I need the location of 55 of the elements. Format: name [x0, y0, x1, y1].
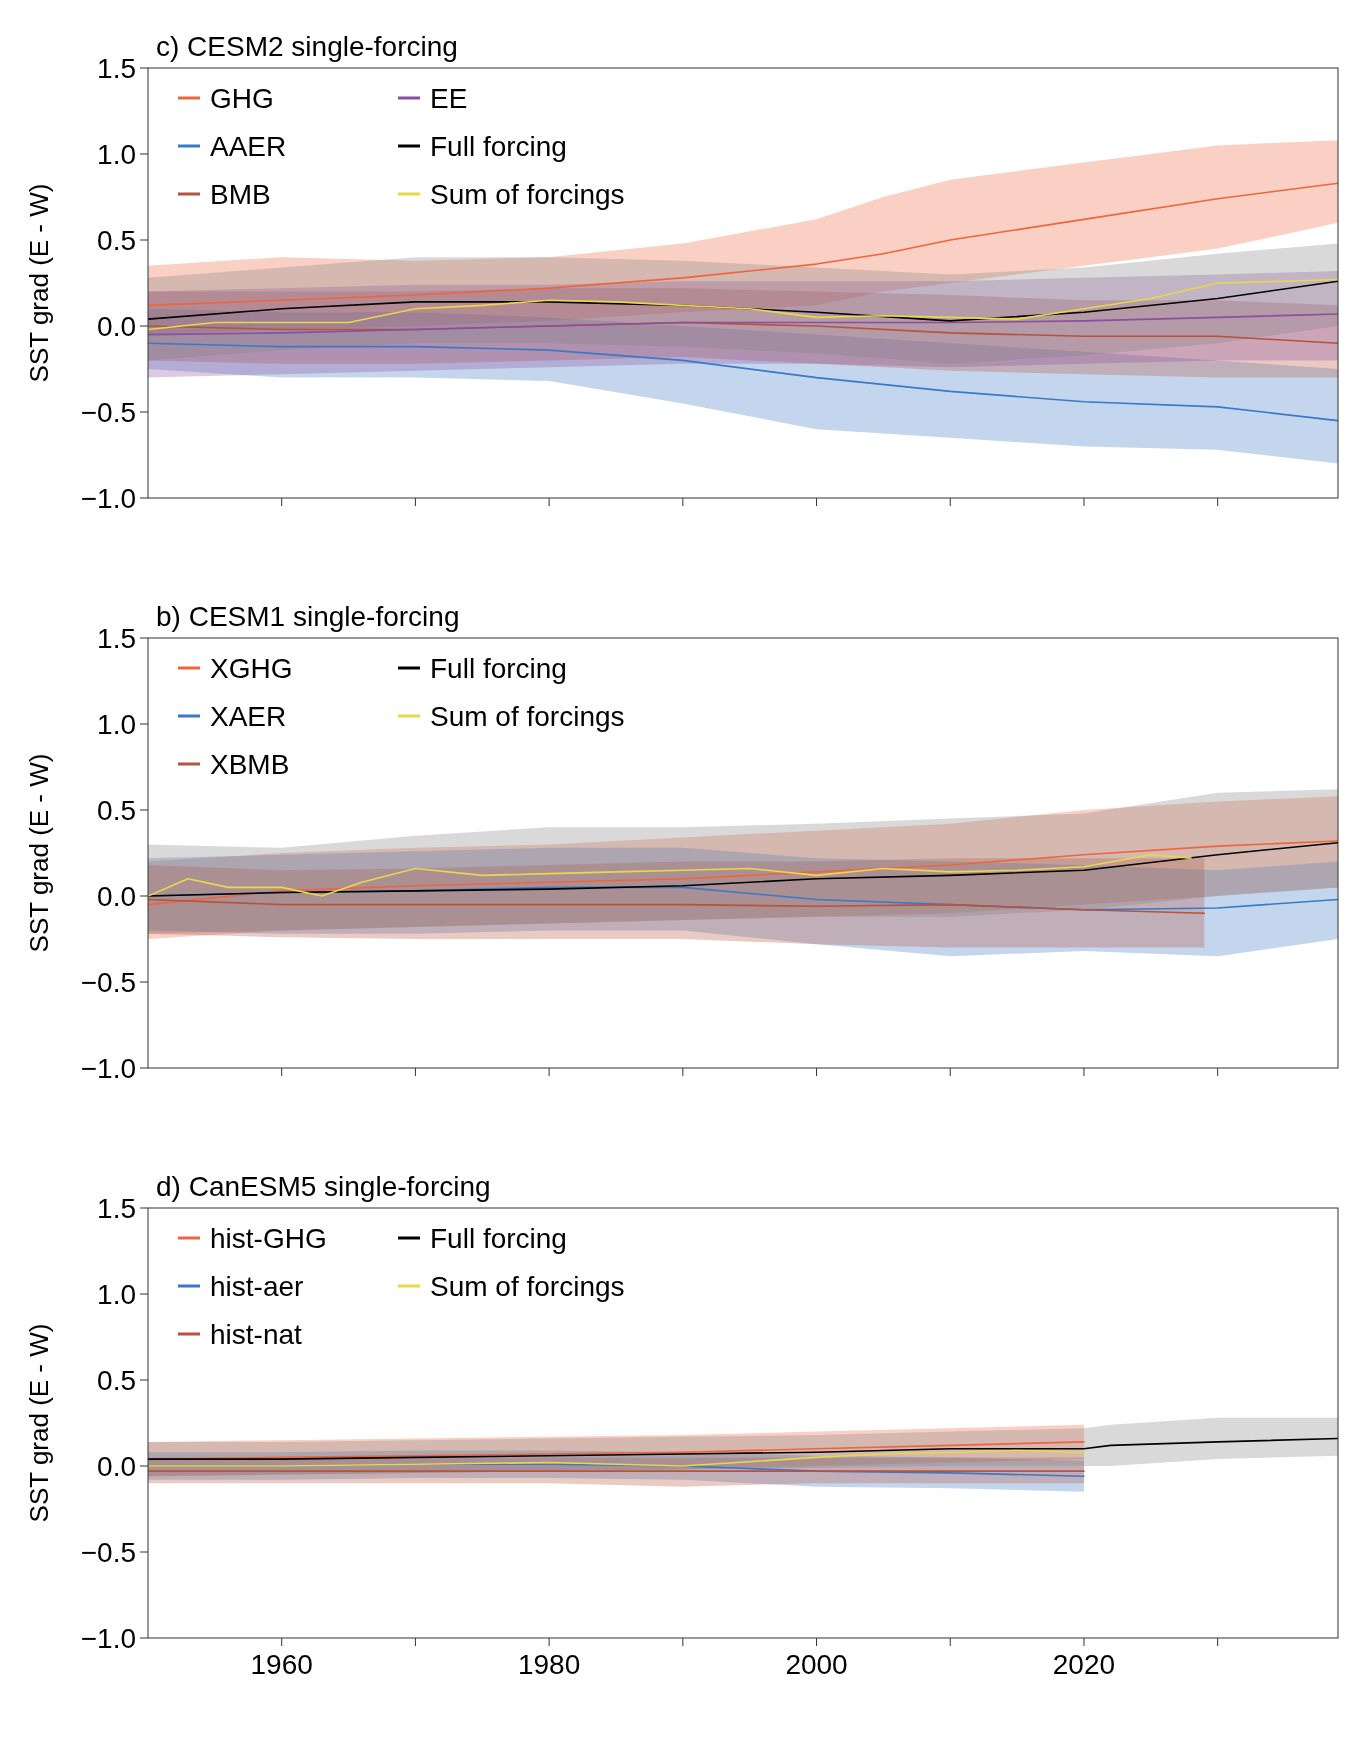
line-series	[148, 182, 1338, 307]
line-series	[148, 898, 1206, 914]
legend-label: GHG	[210, 82, 274, 114]
x-tick-label: 1980	[517, 1649, 581, 1680]
y-tick-label: −0.5	[80, 396, 136, 428]
y-tick-label: −1.0	[80, 482, 136, 514]
line-series	[148, 1449, 1085, 1467]
y-tick-label: 1.0	[97, 138, 136, 170]
y-axis-title: SST grad (E - W)	[24, 753, 54, 953]
chart-title: b) CESM1 single-forcing	[156, 601, 460, 632]
y-tick-label: 0.0	[97, 1450, 136, 1482]
y-tick-label: 1.0	[97, 708, 136, 740]
chart-title: c) CESM2 single-forcing	[156, 31, 458, 62]
line-series	[148, 1437, 1338, 1460]
y-tick-label: 0.5	[97, 794, 136, 826]
legend-label: BMB	[210, 178, 271, 210]
y-axis-title: SST grad (E - W)	[24, 183, 54, 383]
line-series	[148, 342, 1338, 422]
legend-label: Sum of forcings	[430, 178, 625, 210]
y-tick-label: −0.5	[80, 966, 136, 998]
y-tick-label: 0.0	[97, 880, 136, 912]
y-tick-label: 1.0	[97, 1278, 136, 1310]
y-tick-label: −1.0	[80, 1052, 136, 1084]
y-tick-label: −0.5	[80, 1536, 136, 1568]
legend-label: Sum of forcings	[430, 700, 625, 732]
y-tick-label: 1.5	[97, 52, 136, 84]
y-tick-label: 0.5	[97, 224, 136, 256]
legend-label: Full forcing	[430, 652, 567, 684]
line-series	[148, 853, 1192, 897]
line-series	[148, 841, 1338, 897]
legend-label: hist-nat	[210, 1318, 303, 1350]
legend-label: Full forcing	[430, 1222, 567, 1254]
y-tick-label: 1.5	[97, 622, 136, 654]
line-series	[148, 313, 1338, 336]
legend-label: AAER	[210, 130, 287, 162]
y-tick-label: −1.0	[80, 1622, 136, 1654]
x-tick-label: 1960	[250, 1649, 313, 1680]
legend-label: hist-aer	[210, 1270, 304, 1302]
legend-label: EE	[430, 82, 468, 114]
line-series	[148, 280, 1338, 322]
chart-title: d) CanESM5 single-forcing	[156, 1171, 491, 1202]
legend-label: Sum of forcings	[430, 1270, 625, 1302]
legend-label: XAER	[210, 700, 287, 732]
y-tick-label: 0.0	[97, 310, 136, 342]
y-tick-label: 0.5	[97, 1364, 136, 1396]
line-series	[148, 278, 1338, 331]
x-tick-label: 2000	[785, 1649, 848, 1680]
x-tick-label: 2020	[1052, 1649, 1116, 1680]
y-axis-title: SST grad (E - W)	[24, 1323, 54, 1523]
line-series	[148, 840, 1338, 906]
legend-label: Full forcing	[430, 130, 567, 162]
legend-label: XBMB	[210, 748, 290, 780]
legend-label: hist-GHG	[210, 1222, 327, 1254]
legend-label: XGHG	[210, 652, 293, 684]
y-tick-label: 1.5	[97, 1192, 136, 1224]
